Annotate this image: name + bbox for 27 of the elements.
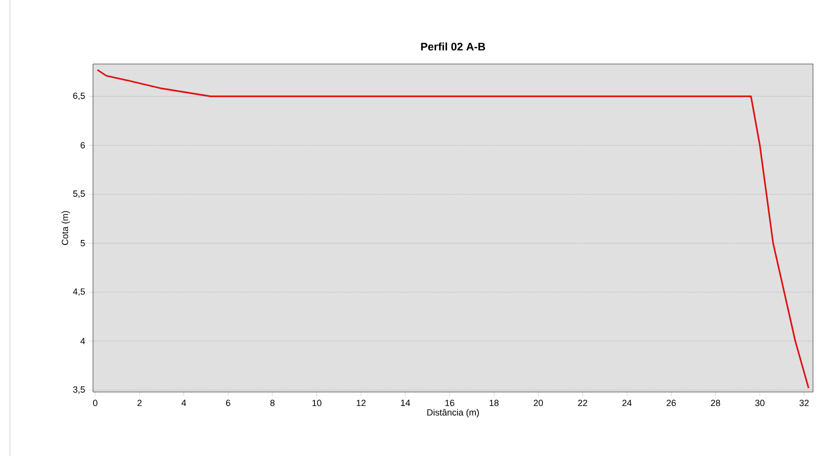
x-tick-label: 0 (93, 400, 98, 406)
x-tick-label: 32 (800, 400, 809, 406)
x-tick-label: 14 (401, 400, 410, 406)
y-tick-label: 4,5 (72, 288, 85, 296)
x-axis-title: Distância (m) (427, 408, 479, 418)
x-tick-label: 2 (137, 400, 142, 406)
y-tick-label: 3,5 (73, 386, 85, 394)
x-tick-label: 26 (666, 400, 676, 406)
y-axis-title: Cota (m) (62, 211, 70, 245)
x-tick-label: 4 (182, 400, 186, 406)
x-tick-label: 16 (445, 400, 454, 406)
x-tick-label: 18 (490, 400, 499, 406)
x-tick-label: 8 (270, 400, 275, 406)
y-tick-label: 6 (80, 142, 85, 148)
y-tick-label: 5,5 (73, 190, 85, 198)
y-tick-label: 6,5 (73, 92, 85, 100)
x-tick-label: 20 (534, 400, 543, 406)
x-tick-label: 12 (356, 400, 366, 406)
x-tick-label: 28 (711, 400, 720, 406)
x-tick-label: 24 (622, 400, 632, 406)
y-tick-label: 4 (80, 338, 85, 344)
chart-title: Perfil 02 A-B (421, 42, 486, 51)
x-tick-label: 30 (755, 400, 764, 406)
x-tick-label: 10 (312, 400, 322, 406)
y-tick-label: 5 (80, 240, 85, 246)
x-tick-label: 22 (578, 400, 588, 406)
x-tick-label: 6 (226, 400, 230, 406)
